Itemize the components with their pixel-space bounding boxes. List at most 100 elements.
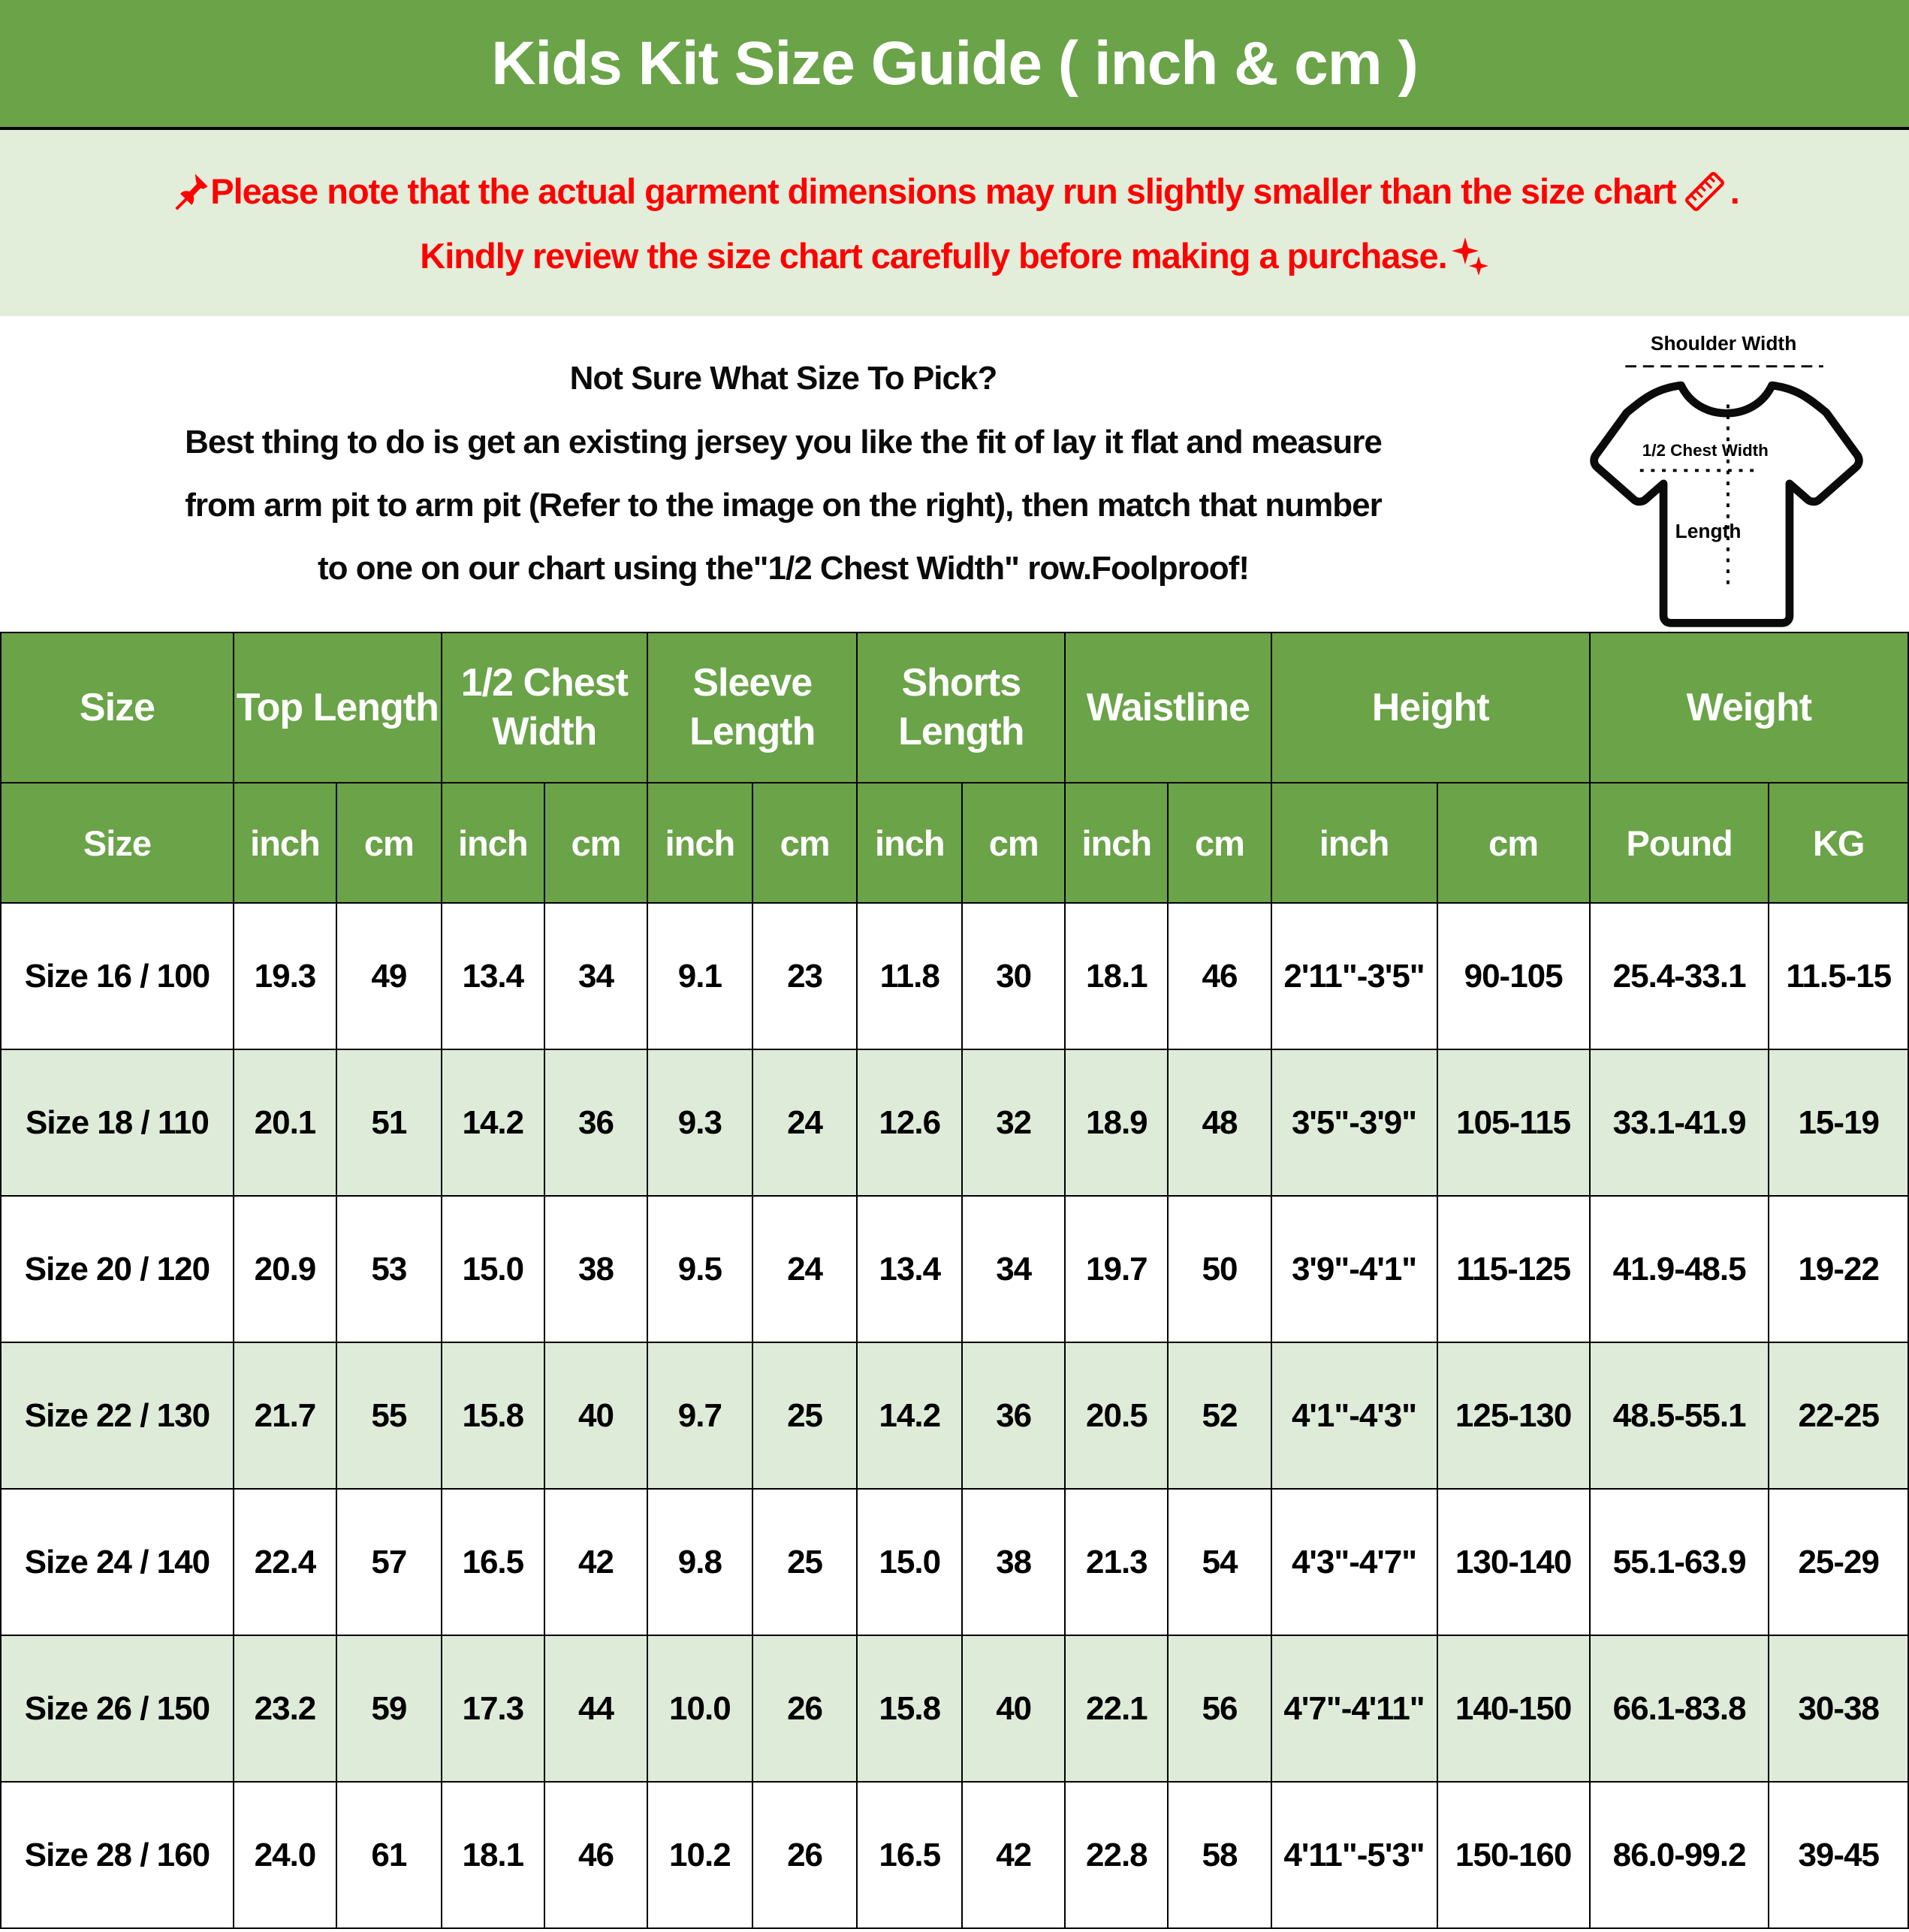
- value-cell: 25: [751, 1488, 858, 1636]
- value-cell: 22.8: [1064, 1781, 1169, 1929]
- value-cell: 20.9: [232, 1195, 338, 1343]
- column-group-sleeve-length: Sleeve Length: [647, 632, 858, 783]
- value-cell: 11.5-15: [1768, 902, 1909, 1050]
- column-header-6-cm: cm: [751, 782, 858, 904]
- value-cell: 3'9"-4'1": [1270, 1195, 1438, 1343]
- value-cell: 24.0: [232, 1781, 338, 1929]
- value-cell: 30: [961, 902, 1066, 1050]
- size-cell: Size 24 / 140: [0, 1488, 234, 1636]
- column-header-2-cm: cm: [336, 782, 442, 904]
- value-cell: 55: [336, 1342, 442, 1490]
- value-cell: 46: [543, 1781, 649, 1929]
- value-cell: 9.7: [647, 1342, 753, 1490]
- value-cell: 12.6: [856, 1049, 964, 1197]
- value-cell: 16.5: [856, 1781, 964, 1929]
- value-cell: 39-45: [1768, 1781, 1909, 1929]
- value-cell: 20.5: [1064, 1342, 1169, 1490]
- value-cell: 40: [543, 1342, 649, 1490]
- value-cell: 11.8: [856, 902, 964, 1050]
- size-cell: Size 16 / 100: [0, 902, 234, 1050]
- value-cell: 4'1"-4'3": [1270, 1342, 1438, 1490]
- value-cell: 15.8: [440, 1342, 545, 1490]
- column-header-1-inch: inch: [232, 782, 338, 904]
- value-cell: 10.0: [647, 1635, 753, 1783]
- value-cell: 19.3: [232, 902, 338, 1050]
- value-cell: 36: [961, 1342, 1066, 1490]
- value-cell: 40: [961, 1635, 1066, 1783]
- table-row-size-26-150: Size 26 / 150 23.2 59 17.3 44 10.0 26 15.8 40 22.…: [0, 1635, 1909, 1783]
- value-cell: 41.9-48.5: [1588, 1195, 1770, 1343]
- table-row-size-16-100: Size 16 / 100 19.3 49 13.4 34 9.1 23 11.8 30 18.1…: [0, 902, 1909, 1050]
- value-cell: 26: [751, 1781, 858, 1929]
- length-label: Length: [1675, 520, 1742, 542]
- value-cell: 10.2: [647, 1781, 753, 1929]
- column-group-shorts-length: Shorts Length: [856, 632, 1066, 783]
- value-cell: 125-130: [1436, 1342, 1591, 1490]
- size-cell: Size 20 / 120: [0, 1195, 234, 1343]
- column-header-5-inch: inch: [647, 782, 753, 904]
- value-cell: 32: [961, 1049, 1066, 1197]
- help-line-3: to one on our chart using the"1/2 Chest …: [318, 550, 1250, 587]
- ruler-icon: [1684, 171, 1724, 211]
- value-cell: 15-19: [1768, 1049, 1909, 1197]
- value-cell: 3'5"-3'9": [1270, 1049, 1438, 1197]
- value-cell: 20.1: [232, 1049, 338, 1197]
- value-cell: 38: [543, 1195, 649, 1343]
- help-heading: Not Sure What Size To Pick?: [569, 360, 998, 397]
- column-header-7-inch: inch: [856, 782, 964, 904]
- value-cell: 150-160: [1436, 1781, 1591, 1929]
- value-cell: 48.5-55.1: [1588, 1342, 1770, 1490]
- value-cell: 14.2: [440, 1049, 545, 1197]
- value-cell: 24: [751, 1049, 858, 1197]
- column-header-11-inch: inch: [1270, 782, 1438, 904]
- notice-line-1: Please note that the actual garment dime…: [170, 171, 1740, 213]
- value-cell: 66.1-83.8: [1588, 1635, 1770, 1783]
- shoulder-width-label: Shoulder Width: [1651, 332, 1796, 355]
- column-header-0-size: Size: [0, 782, 234, 904]
- value-cell: 54: [1167, 1488, 1272, 1636]
- value-cell: 53: [336, 1195, 442, 1343]
- value-cell: 86.0-99.2: [1588, 1781, 1770, 1929]
- value-cell: 49: [336, 902, 442, 1050]
- value-cell: 59: [336, 1635, 442, 1783]
- value-cell: 21.7: [232, 1342, 338, 1490]
- value-cell: 50: [1167, 1195, 1272, 1343]
- value-cell: 51: [336, 1049, 442, 1197]
- notice-banner: Please note that the actual garment dime…: [0, 130, 1909, 316]
- value-cell: 30-38: [1768, 1635, 1909, 1783]
- value-cell: 90-105: [1436, 902, 1591, 1050]
- table-header: Size Top Length 1/2 Chest Width Sleeve Leng…: [0, 632, 1909, 904]
- column-header-3-inch: inch: [440, 782, 545, 904]
- value-cell: 57: [336, 1488, 442, 1636]
- value-cell: 46: [1167, 902, 1272, 1050]
- value-cell: 4'11"-5'3": [1270, 1781, 1438, 1929]
- value-cell: 105-115: [1436, 1049, 1591, 1197]
- help-section: Not Sure What Size To Pick? Best thing t…: [0, 316, 1909, 632]
- column-header-8-cm: cm: [961, 782, 1066, 904]
- column-header-12-cm: cm: [1436, 782, 1591, 904]
- notice-line-2: Kindly review the size chart carefully b…: [420, 235, 1488, 276]
- value-cell: 17.3: [440, 1635, 545, 1783]
- table-row-size-20-120: Size 20 / 120 20.9 53 15.0 38 9.5 24 13.4 34 19.7…: [0, 1195, 1909, 1343]
- help-text: Not Sure What Size To Pick? Best thing t…: [0, 316, 1556, 632]
- value-cell: 4'7"-4'11": [1270, 1635, 1438, 1783]
- value-cell: 140-150: [1436, 1635, 1591, 1783]
- sparkles-icon: [1451, 237, 1488, 275]
- value-cell: 23.2: [232, 1635, 338, 1783]
- value-cell: 13.4: [440, 902, 545, 1050]
- value-cell: 42: [961, 1781, 1066, 1929]
- page-title: Kids Kit Size Guide ( inch & cm ): [491, 29, 1419, 98]
- table-row-size-28-160: Size 28 / 160 24.0 61 18.1 46 10.2 26 16.5 42 22.…: [0, 1781, 1909, 1929]
- value-cell: 38: [961, 1488, 1066, 1636]
- value-cell: 25.4-33.1: [1588, 902, 1770, 1050]
- column-group-size: Size: [0, 632, 234, 783]
- tshirt-measure-illustration: Shoulder Width 1/2 Chest Width Length: [1590, 332, 1863, 627]
- table-row-size-24-140: Size 24 / 140 22.4 57 16.5 42 9.8 25 15.0 38 21.3…: [0, 1488, 1909, 1636]
- notice-text-2: Kindly review the size chart carefully b…: [420, 235, 1447, 276]
- value-cell: 9.3: [647, 1049, 753, 1197]
- value-cell: 14.2: [856, 1342, 964, 1490]
- value-cell: 22.4: [232, 1488, 338, 1636]
- value-cell: 34: [961, 1195, 1066, 1343]
- value-cell: 9.1: [647, 902, 753, 1050]
- value-cell: 19-22: [1768, 1195, 1909, 1343]
